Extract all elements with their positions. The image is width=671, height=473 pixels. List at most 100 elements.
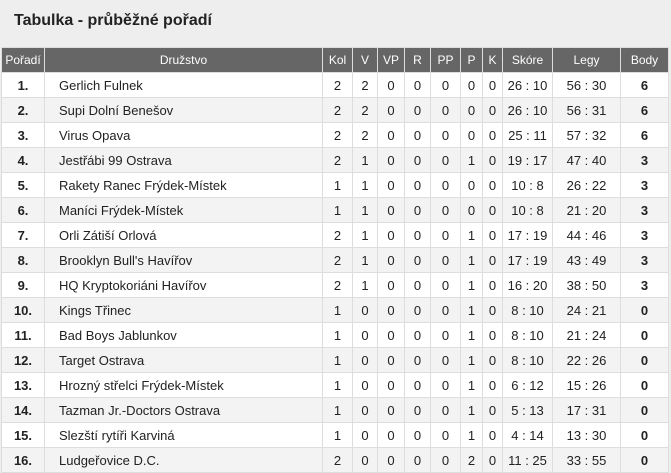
cell-rank: 2.	[1, 97, 45, 123]
cell-rounds: 2	[322, 122, 353, 148]
cell-score: 6 : 12	[502, 372, 553, 398]
cell-overtime-losses: 0	[430, 72, 461, 98]
cell-points: 0	[620, 447, 669, 473]
cell-rounds: 2	[322, 272, 353, 298]
cell-rank: 5.	[1, 172, 45, 198]
table-row: 16. Ludgeřovice D.C. 2 0 0 0 0 2 0 11 : 25 33 : 55…	[1, 447, 669, 473]
cell-draws: 0	[404, 422, 431, 448]
column-header-overtime-wins: VP	[377, 47, 405, 73]
cell-team: Rakety Ranec Frýdek-Místek	[44, 172, 323, 198]
cell-overtime-losses: 0	[430, 197, 461, 223]
cell-team: Bad Boys Jablunkov	[44, 322, 323, 348]
cell-team: HQ Kryptokoriáni Havířov	[44, 272, 323, 298]
cell-losses: 2	[460, 447, 483, 473]
cell-overtime-wins: 0	[377, 447, 405, 473]
table-row: 5. Rakety Ranec Frýdek-Místek 1 1 0 0 0 0 0 10 : …	[1, 172, 669, 198]
cell-forfeits: 0	[482, 397, 503, 423]
cell-overtime-losses: 0	[430, 422, 461, 448]
cell-forfeits: 0	[482, 422, 503, 448]
cell-overtime-wins: 0	[377, 122, 405, 148]
cell-rank: 1.	[1, 72, 45, 98]
table-row: 6. Maníci Frýdek-Místek 1 1 0 0 0 0 0 10 : 8 21 : …	[1, 197, 669, 223]
cell-score: 11 : 25	[502, 447, 553, 473]
column-header-rank: Pořadí	[1, 47, 45, 73]
cell-draws: 0	[404, 97, 431, 123]
cell-wins: 1	[352, 172, 378, 198]
cell-legs: 38 : 50	[552, 272, 621, 298]
cell-rounds: 2	[322, 247, 353, 273]
cell-points: 0	[620, 422, 669, 448]
cell-overtime-losses: 0	[430, 447, 461, 473]
cell-overtime-losses: 0	[430, 247, 461, 273]
column-header-overtime-losses: PP	[430, 47, 461, 73]
cell-overtime-wins: 0	[377, 172, 405, 198]
column-header-score: Skóre	[502, 47, 553, 73]
cell-legs: 56 : 30	[552, 72, 621, 98]
cell-wins: 1	[352, 197, 378, 223]
cell-wins: 2	[352, 72, 378, 98]
cell-wins: 0	[352, 297, 378, 323]
cell-overtime-wins: 0	[377, 247, 405, 273]
cell-draws: 0	[404, 72, 431, 98]
cell-rounds: 1	[322, 397, 353, 423]
cell-rank: 14.	[1, 397, 45, 423]
cell-losses: 1	[460, 422, 483, 448]
cell-team: Hrozný střelci Frýdek-Místek	[44, 372, 323, 398]
cell-rank: 6.	[1, 197, 45, 223]
cell-legs: 56 : 31	[552, 97, 621, 123]
cell-forfeits: 0	[482, 272, 503, 298]
cell-rank: 4.	[1, 147, 45, 173]
cell-points: 0	[620, 372, 669, 398]
cell-forfeits: 0	[482, 222, 503, 248]
cell-legs: 57 : 32	[552, 122, 621, 148]
table-row: 2. Supi Dolní Benešov 2 2 0 0 0 0 0 26 : 10 56 : 3…	[1, 97, 669, 123]
cell-overtime-wins: 0	[377, 322, 405, 348]
cell-draws: 0	[404, 347, 431, 373]
cell-team: Orli Zátiší Orlová	[44, 222, 323, 248]
cell-score: 8 : 10	[502, 297, 553, 323]
cell-losses: 1	[460, 222, 483, 248]
cell-rank: 7.	[1, 222, 45, 248]
cell-rounds: 1	[322, 322, 353, 348]
cell-draws: 0	[404, 197, 431, 223]
cell-team: Kings Třinec	[44, 297, 323, 323]
cell-legs: 33 : 55	[552, 447, 621, 473]
cell-legs: 43 : 49	[552, 247, 621, 273]
cell-draws: 0	[404, 147, 431, 173]
cell-rounds: 1	[322, 297, 353, 323]
cell-points: 3	[620, 247, 669, 273]
cell-draws: 0	[404, 297, 431, 323]
cell-score: 5 : 13	[502, 397, 553, 423]
column-header-legs: Legy	[552, 47, 621, 73]
table-row: 10. Kings Třinec 1 0 0 0 0 1 0 8 : 10 24 : 21 0	[1, 297, 669, 323]
cell-team: Virus Opava	[44, 122, 323, 148]
cell-overtime-losses: 0	[430, 122, 461, 148]
cell-legs: 24 : 21	[552, 297, 621, 323]
cell-overtime-wins: 0	[377, 372, 405, 398]
cell-team: Brooklyn Bull's Havířov	[44, 247, 323, 273]
cell-score: 8 : 10	[502, 347, 553, 373]
cell-team: Gerlich Fulnek	[44, 72, 323, 98]
cell-team: Jestřábi 99 Ostrava	[44, 147, 323, 173]
cell-forfeits: 0	[482, 447, 503, 473]
cell-score: 17 : 19	[502, 222, 553, 248]
column-header-team: Družstvo	[44, 47, 323, 73]
cell-legs: 17 : 31	[552, 397, 621, 423]
column-header-rounds: Kol	[322, 47, 353, 73]
cell-points: 6	[620, 122, 669, 148]
cell-rounds: 2	[322, 97, 353, 123]
standings-table: Pořadí Družstvo Kol V VP R PP P K Skóre Legy Body 1…	[1, 47, 669, 473]
cell-rank: 9.	[1, 272, 45, 298]
cell-wins: 0	[352, 372, 378, 398]
cell-overtime-wins: 0	[377, 347, 405, 373]
cell-wins: 0	[352, 422, 378, 448]
cell-legs: 22 : 26	[552, 347, 621, 373]
cell-overtime-wins: 0	[377, 72, 405, 98]
cell-team: Slezští rytíři Karviná	[44, 422, 323, 448]
cell-overtime-losses: 0	[430, 297, 461, 323]
cell-rounds: 2	[322, 147, 353, 173]
cell-overtime-losses: 0	[430, 372, 461, 398]
cell-overtime-wins: 0	[377, 272, 405, 298]
cell-overtime-wins: 0	[377, 197, 405, 223]
cell-rank: 13.	[1, 372, 45, 398]
